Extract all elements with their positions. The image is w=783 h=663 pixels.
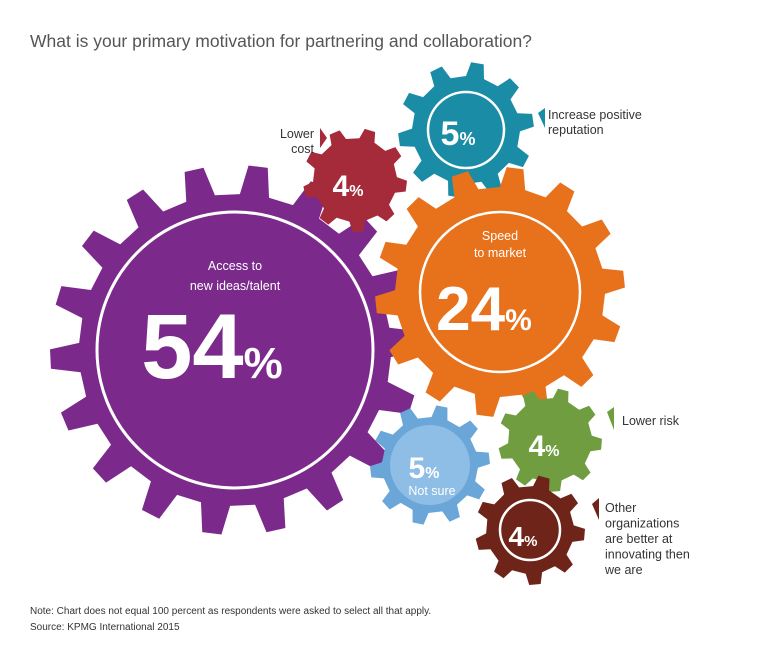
category-label-access-0: Access to: [208, 259, 262, 273]
gear-ring-other: [498, 498, 562, 562]
category-label-risk-0: Lower risk: [622, 414, 680, 428]
category-label-reputation-0: Increase positive: [548, 108, 642, 122]
gear-body-cost: [303, 128, 407, 232]
value-number-notsure: 5: [409, 452, 426, 485]
category-label-other-3: innovating then: [605, 548, 690, 562]
gear-reputation: 5%: [398, 62, 534, 198]
category-label-speed-0: Speed: [482, 229, 518, 243]
category-label-speed-1: to market: [474, 246, 527, 260]
pointer-risk: [607, 407, 614, 430]
value-percent-reputation: %: [459, 129, 475, 149]
value-label-access: 54%: [141, 296, 282, 398]
gear-other: 4%: [475, 475, 585, 585]
gear-body-reputation: [398, 62, 534, 198]
value-number-other: 4: [509, 521, 525, 552]
value-percent-speed: %: [505, 304, 532, 337]
gear-access: 54% Access to new ideas/talent: [50, 165, 420, 535]
gear-speed: 24% Speed to market: [375, 167, 625, 417]
pointer-cost: [320, 128, 327, 148]
category-label-other-0: Other: [605, 501, 636, 515]
category-label-other-1: organizations: [605, 517, 679, 531]
category-label-access-1: new ideas/talent: [190, 279, 281, 293]
value-label-speed: 24%: [436, 275, 532, 344]
value-number-access: 54: [141, 296, 243, 398]
gear-notsure: 5%Not sure: [370, 405, 490, 525]
gear-ring-access: [95, 210, 375, 490]
gear-ring-speed: [418, 210, 582, 374]
pointer-reputation: [538, 108, 545, 128]
gear-body-access: [50, 165, 420, 535]
category-label-cost-0: Lower: [280, 127, 314, 141]
value-label-reputation: 5%: [441, 115, 476, 153]
category-label-cost-1: cost: [291, 142, 314, 156]
value-label-other: 4%: [509, 521, 538, 552]
category-label-reputation-1: reputation: [548, 123, 604, 137]
value-number-risk: 4: [529, 430, 546, 463]
gear-body-risk: [498, 388, 602, 492]
value-label-risk: 4%: [529, 430, 560, 463]
gear-cost: 4%: [303, 128, 407, 232]
chart-note: Note: Chart does not equal 100 percent a…: [30, 606, 432, 617]
value-percent-access: %: [244, 339, 283, 388]
pointer-other: [592, 498, 599, 520]
gear-body-other: [475, 475, 585, 585]
value-label-notsure: 5%: [409, 452, 440, 485]
gear-body-speed: [375, 167, 625, 417]
chart-source: Source: KPMG International 2015: [30, 622, 180, 633]
gear-ring-reputation: [426, 90, 506, 170]
value-number-speed: 24: [436, 275, 505, 344]
gear-hub-notsure: [390, 425, 470, 505]
chart-title: What is your primary motivation for part…: [30, 31, 532, 51]
value-percent-cost: %: [349, 183, 363, 200]
value-percent-notsure: %: [425, 465, 439, 482]
category-label-other-4: we are: [604, 563, 643, 577]
value-number-reputation: 5: [441, 115, 460, 153]
value-percent-risk: %: [545, 443, 559, 460]
value-percent-other: %: [524, 533, 537, 550]
category-label-notsure-0: Not sure: [408, 484, 455, 498]
gear-risk: 4%: [498, 388, 602, 492]
category-label-other-2: are better at: [605, 532, 673, 546]
value-number-cost: 4: [333, 170, 350, 203]
value-label-cost: 4%: [333, 170, 364, 203]
